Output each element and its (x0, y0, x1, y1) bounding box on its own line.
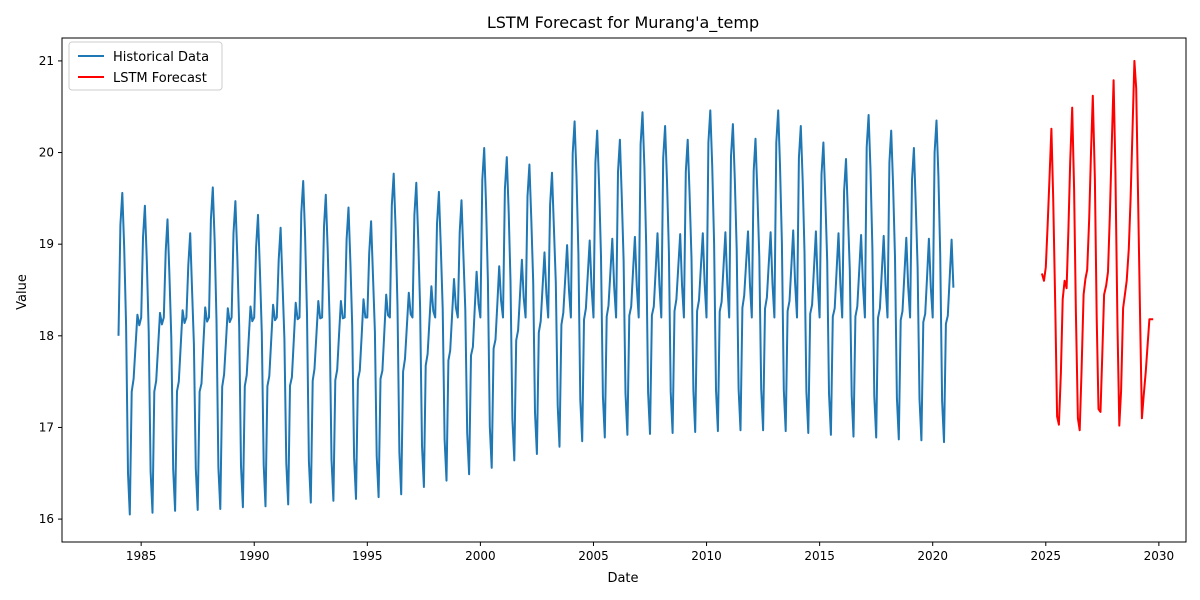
legend-frame (68, 41, 223, 91)
x-tick-label: 2025 (1031, 549, 1062, 563)
series-line-lstm-forecast (1040, 59, 1154, 432)
x-tick-label: 2010 (691, 549, 722, 563)
x-tick-label: 1985 (126, 549, 157, 563)
y-tick-label: 21 (39, 54, 54, 68)
x-tick-label: 2020 (917, 549, 948, 563)
y-tick-label: 18 (39, 329, 54, 343)
y-tick-label: 17 (39, 420, 54, 434)
x-tick-label: 1990 (239, 549, 270, 563)
x-tick-label: 2005 (578, 549, 609, 563)
series-line-historical-data (117, 109, 955, 516)
x-tick-label: 2030 (1144, 549, 1175, 563)
x-tick-label: 2000 (465, 549, 496, 563)
chart-title: LSTM Forecast for Murang'a_temp (487, 13, 759, 33)
x-tick-label: 2015 (804, 549, 835, 563)
legend-label-historical-data: Historical Data (113, 50, 209, 65)
y-tick-label: 20 (39, 146, 54, 160)
y-tick-label: 19 (39, 237, 54, 251)
plot-area (61, 37, 1187, 543)
y-tick-label: 16 (39, 512, 54, 526)
legend: Historical Data LSTM Forecast (68, 41, 223, 91)
x-axis-label: Date (607, 571, 638, 586)
x-tick-label: 1995 (352, 549, 383, 563)
y-axis-label: Value (15, 274, 30, 310)
y-axis: 16 17 18 19 20 21 (39, 54, 62, 526)
legend-label-lstm-forecast: LSTM Forecast (113, 71, 207, 86)
x-axis: 1985 1990 1995 2000 2005 2010 2015 2020 2025 2030 (126, 542, 1174, 563)
plot-frame (61, 37, 1187, 543)
